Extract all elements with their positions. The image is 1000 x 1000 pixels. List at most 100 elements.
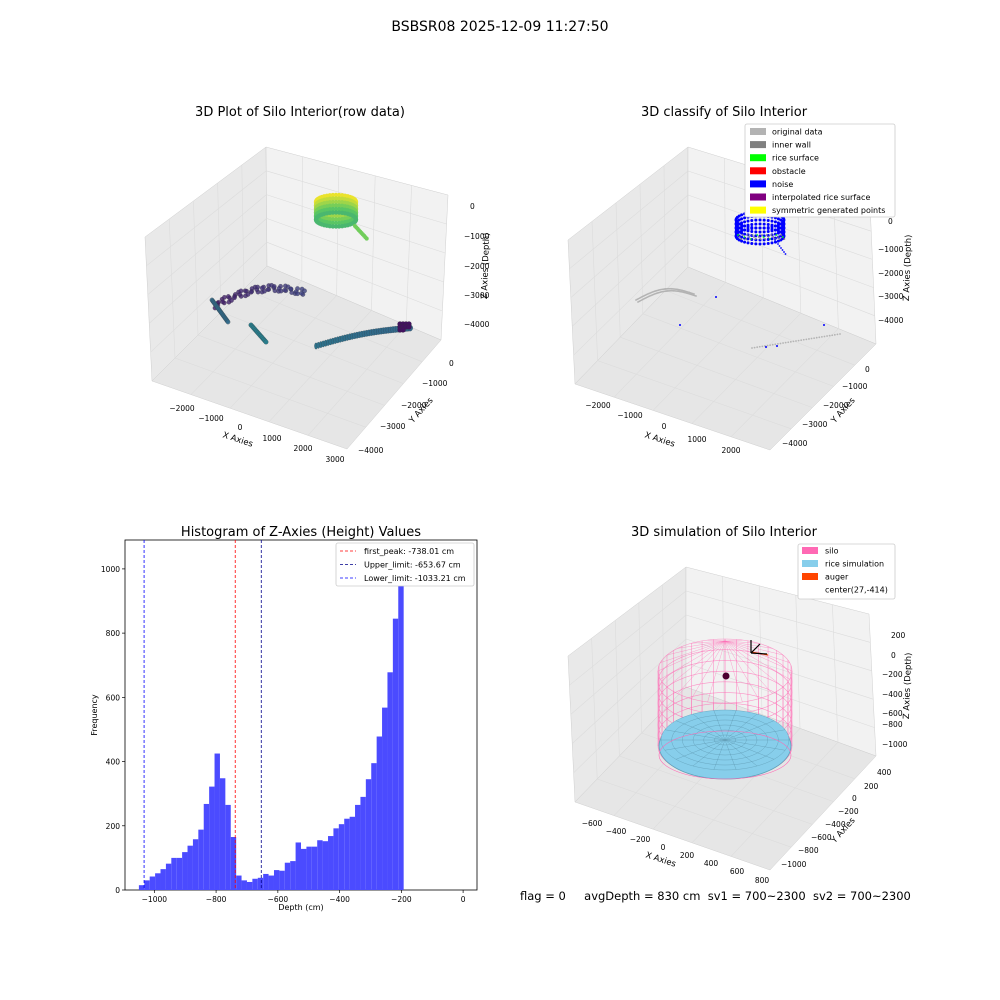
scatter-point	[333, 213, 339, 219]
scatter-point	[792, 340, 795, 343]
scatter-point	[746, 227, 750, 231]
hist-bar	[322, 841, 329, 890]
scatter-point	[333, 199, 339, 205]
panel1-ztick: −3000	[464, 291, 490, 300]
panel2-ztick: −4000	[878, 316, 904, 325]
scatter-point	[761, 234, 763, 236]
hist-bar	[279, 870, 285, 890]
rice-mesh	[724, 739, 775, 760]
rice-mesh	[724, 729, 786, 741]
scatter-point	[220, 299, 226, 305]
footer-avg-depth: avgDepth = 830 cm	[584, 889, 701, 903]
scatter-point	[737, 234, 739, 236]
scatter-point	[225, 319, 231, 325]
scatter-point	[248, 289, 254, 295]
panel2-title: 3D classify of Silo Interior	[641, 105, 808, 120]
grid-line	[639, 184, 644, 314]
scatter-point	[746, 237, 750, 241]
scatter-point	[271, 284, 277, 289]
grid-line	[149, 218, 267, 324]
scatter-point	[754, 218, 758, 222]
scatter-point	[740, 238, 743, 240]
scatter-point	[805, 338, 808, 341]
scatter-point	[756, 234, 759, 236]
scatter-point	[740, 221, 744, 225]
hist-ytick-label: 0	[115, 886, 120, 895]
panel4-ytick: −600	[811, 833, 832, 842]
legend-label: rice simulation	[825, 560, 884, 569]
panel2-ztick: 0	[888, 217, 893, 226]
silo-wire	[724, 640, 784, 656]
grid-line	[665, 290, 855, 366]
scatter-point	[777, 236, 779, 238]
scatter-point	[330, 210, 336, 215]
scatter-point	[826, 335, 828, 337]
scatter-point	[740, 229, 744, 233]
scatter-point	[753, 346, 756, 349]
scatter-point	[353, 216, 358, 221]
scatter-point	[764, 238, 767, 240]
scatter-point	[769, 238, 771, 240]
scatter-point	[758, 222, 762, 226]
scatter-point	[766, 242, 770, 246]
grid-line	[241, 164, 245, 290]
status-footer: flag = 0 avgDepth = 830 cm sv1 = 700~230…	[520, 889, 911, 903]
scatter-point	[828, 334, 831, 337]
hist-title: Histogram of Z-Axies (Height) Values	[181, 525, 421, 540]
grid-line	[613, 282, 726, 398]
grid-line	[266, 170, 447, 225]
panel2-xtick: −2000	[585, 401, 611, 410]
scatter-point	[265, 287, 271, 292]
hist-bar	[138, 885, 145, 890]
panel4-xlabel: X Axies	[644, 850, 677, 869]
scatter-point	[761, 345, 764, 348]
panel1-points	[209, 192, 413, 350]
hist-xtick-label: −400	[329, 895, 350, 904]
scatter-point	[769, 344, 772, 347]
scatter-point	[780, 234, 783, 236]
rice-mesh	[713, 739, 726, 770]
scatter-point	[330, 203, 336, 208]
scatter-point	[695, 295, 697, 297]
scatter-point	[333, 217, 339, 222]
silo-wire	[660, 640, 726, 680]
panel1-xtick: 0	[238, 423, 243, 432]
rice-mesh	[713, 710, 726, 741]
panel4-xtick: 200	[680, 851, 695, 860]
hist-bar	[182, 852, 188, 890]
scatter-point	[746, 219, 750, 223]
hist-bar	[382, 707, 388, 890]
scatter-point	[758, 345, 761, 348]
panel-classify: 3D classify of Silo Interior −2000 −1000…	[567, 105, 914, 455]
grid-line	[638, 602, 642, 734]
scatter-point	[820, 335, 823, 338]
hist-bar	[365, 779, 372, 890]
rice-mesh	[724, 739, 758, 767]
scatter-point	[774, 239, 776, 241]
scatter-point	[336, 217, 342, 222]
panel4-ztick: −400	[882, 690, 903, 699]
grid-line	[571, 218, 689, 327]
hist-bar	[355, 804, 361, 890]
scatter-point	[759, 238, 762, 240]
scatter-point	[737, 214, 741, 218]
scatter-point	[740, 213, 744, 217]
scatter-point	[737, 218, 741, 222]
grid-line	[724, 158, 726, 283]
silo-wire	[691, 640, 726, 699]
panel4-xtick: 400	[704, 859, 719, 868]
hist-bar	[398, 559, 404, 890]
panel1-ytick: −1000	[422, 379, 448, 388]
scatter-point	[774, 343, 777, 346]
scatter-point	[776, 342, 779, 345]
silo-wire	[724, 640, 793, 672]
scatter-point	[776, 231, 780, 235]
scatter-point	[784, 341, 787, 344]
panel4-ztick: −800	[882, 720, 903, 729]
scatter-point	[364, 236, 369, 241]
footer-sv1: sv1 = 700~2300	[707, 889, 806, 903]
footer-sv2: sv2 = 700~2300	[812, 889, 911, 903]
scatter-point	[229, 298, 234, 303]
panel1-zlabel: Z Axies (Depth)	[480, 232, 492, 299]
scatter-point	[737, 226, 741, 230]
